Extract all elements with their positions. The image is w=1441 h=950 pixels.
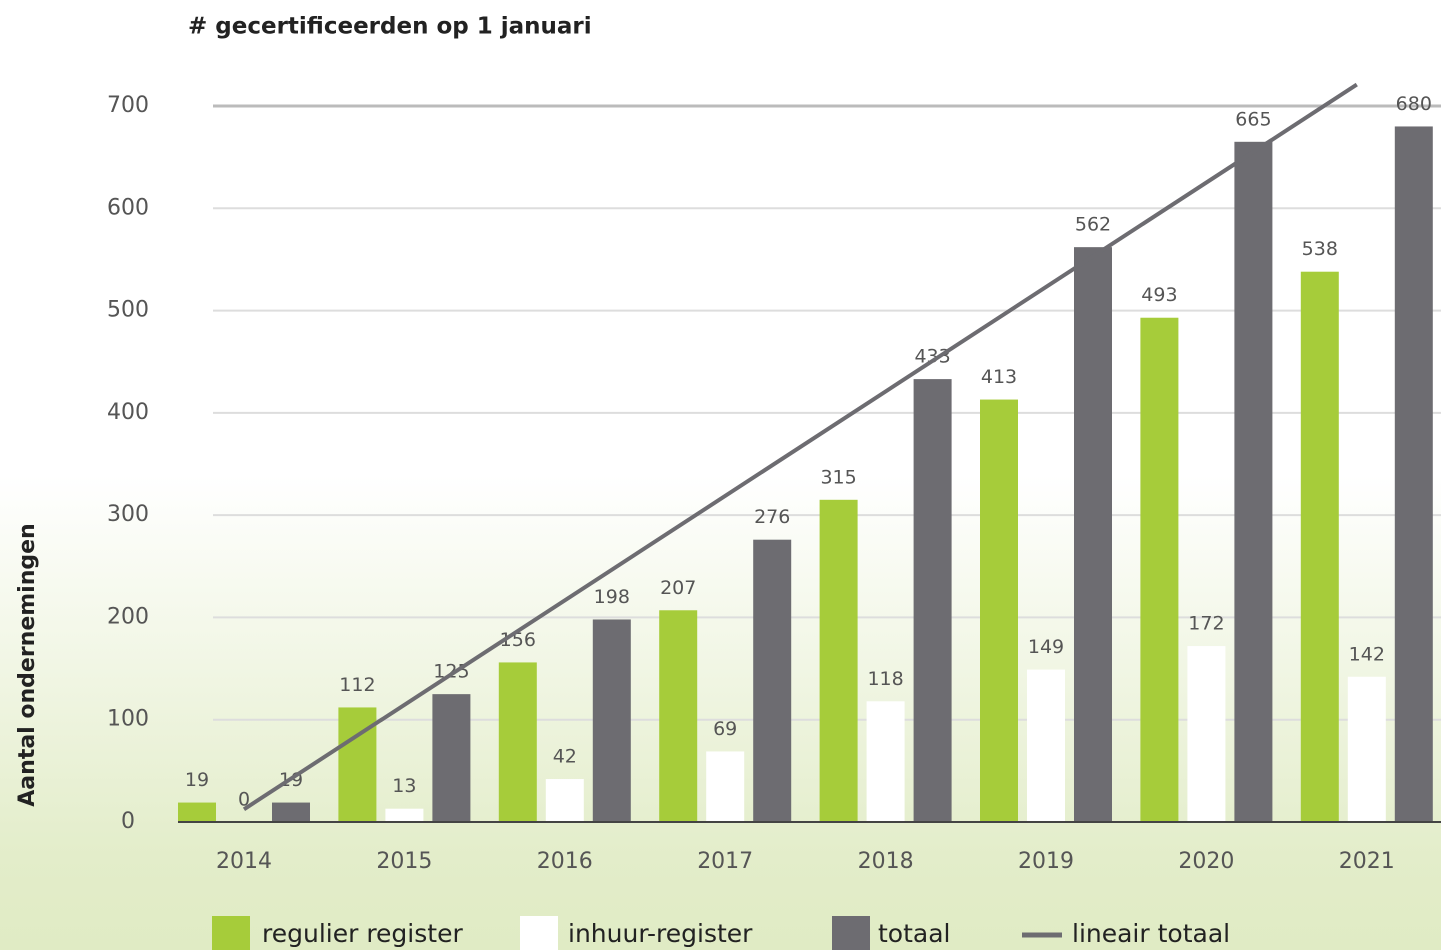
- legend-label: inhuur-register: [568, 919, 753, 948]
- trend-line: [242, 82, 1358, 811]
- data-label: 276: [754, 506, 790, 528]
- legend-label: lineair totaal: [1072, 919, 1230, 948]
- bar: [866, 701, 905, 822]
- data-label: 315: [820, 466, 856, 488]
- data-label: 680: [1396, 93, 1432, 115]
- x-tick-label: 2015: [376, 849, 432, 874]
- bar: [272, 802, 310, 822]
- bar: [913, 379, 952, 822]
- bar: [706, 751, 745, 822]
- data-label: 19: [185, 769, 209, 791]
- x-tick-label: 2018: [858, 849, 914, 874]
- data-label: 207: [660, 577, 696, 599]
- y-tick-label: 400: [107, 400, 149, 425]
- legend-swatch: [832, 916, 870, 950]
- bar: [1027, 669, 1065, 822]
- data-label: 118: [867, 668, 903, 690]
- bar: [753, 539, 792, 822]
- data-label: 172: [1188, 613, 1224, 635]
- chart-title: # gecertificeerden op 1 januari: [188, 14, 592, 40]
- bar: [819, 499, 858, 822]
- data-label: 142: [1349, 643, 1385, 665]
- data-label: 156: [500, 629, 536, 651]
- data-label: 149: [1028, 636, 1064, 658]
- y-axis-label: Aantal ondernemingen: [15, 523, 40, 806]
- bar: [980, 399, 1018, 822]
- x-tick-label: 2020: [1178, 849, 1234, 874]
- bar: [1394, 126, 1433, 822]
- legend-swatch: [212, 916, 250, 950]
- x-tick-label: 2017: [697, 849, 753, 874]
- data-label: 42: [553, 746, 577, 768]
- y-tick-label: 500: [107, 298, 149, 323]
- y-tick-label: 600: [107, 195, 149, 220]
- legend-swatch: [520, 916, 558, 950]
- data-label: 198: [594, 586, 630, 608]
- data-label: 69: [713, 718, 737, 740]
- bar: [1187, 646, 1226, 822]
- data-label: 493: [1141, 284, 1177, 306]
- bar: [178, 802, 216, 822]
- data-label: 538: [1302, 238, 1338, 260]
- bar: [432, 694, 471, 822]
- y-tick-label: 300: [107, 502, 149, 527]
- x-tick-label: 2019: [1018, 849, 1074, 874]
- y-tick-label: 0: [121, 809, 135, 834]
- bar: [592, 619, 631, 822]
- legend-label: totaal: [878, 919, 951, 948]
- x-tick-label: 2021: [1339, 849, 1395, 874]
- y-tick-label: 700: [107, 93, 149, 118]
- bar: [1347, 676, 1386, 822]
- y-tick-label: 200: [107, 604, 149, 629]
- bar: [545, 779, 584, 822]
- data-label: 433: [914, 346, 950, 368]
- bar: [385, 808, 424, 822]
- data-label: 562: [1075, 214, 1111, 236]
- bar: [1300, 271, 1339, 822]
- bar: [1234, 141, 1273, 823]
- x-tick-label: 2016: [537, 849, 593, 874]
- bar: [498, 662, 537, 822]
- bar: [659, 610, 698, 822]
- legend-label: regulier register: [262, 919, 463, 948]
- x-tick-label: 2014: [216, 849, 272, 874]
- bar: [1074, 247, 1112, 822]
- y-tick-label: 100: [107, 707, 149, 732]
- data-label: 13: [392, 775, 416, 797]
- data-label: 413: [981, 366, 1017, 388]
- data-label: 665: [1235, 108, 1271, 130]
- data-label: 112: [339, 674, 375, 696]
- bar: [1140, 317, 1179, 822]
